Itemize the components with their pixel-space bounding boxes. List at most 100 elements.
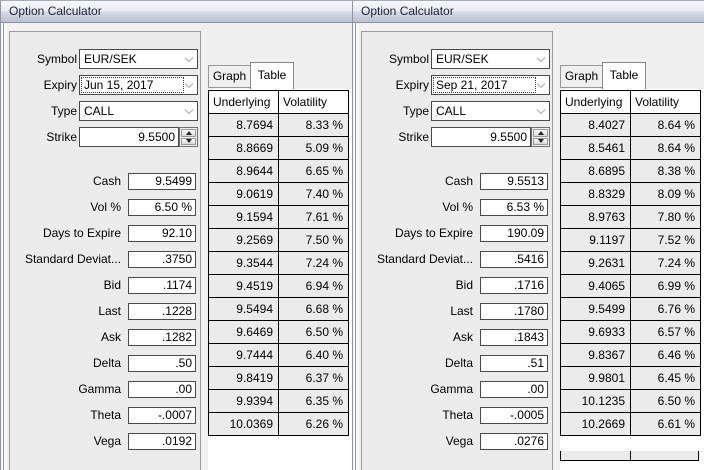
tab-table[interactable]: Table	[602, 62, 646, 89]
strike-input[interactable]: 9.5500	[431, 127, 531, 147]
underlying-cell: 9.2631	[560, 251, 631, 275]
field-input[interactable]: .1282	[128, 329, 196, 346]
splitter-handle[interactable]	[1, 23, 7, 470]
table-row[interactable]: 9.9801 6.45 %	[560, 366, 701, 390]
field-label: Gamma	[430, 382, 473, 396]
field-input[interactable]: .51	[480, 355, 548, 372]
table-row[interactable]: 10.0369 6.26 %	[208, 412, 349, 436]
tab-graph[interactable]: Graph	[560, 65, 603, 88]
symbol-dropdown[interactable]: EUR/SEK	[79, 49, 198, 69]
splitter-handle[interactable]	[353, 23, 359, 470]
table-row[interactable]: 9.5499 6.76 %	[560, 297, 701, 321]
table-row[interactable]: 9.1197 7.52 %	[560, 228, 701, 252]
volatility-cell: 6.40 %	[278, 343, 349, 367]
table-row[interactable]: 9.0619 7.40 %	[208, 182, 349, 206]
table-row[interactable]: 8.8669 5.09 %	[208, 136, 349, 160]
volatility-cell: 6.76 %	[630, 297, 701, 321]
table-row[interactable]: 8.7694 8.33 %	[208, 113, 349, 137]
symbol-dropdown[interactable]: EUR/SEK	[431, 49, 550, 69]
field-input[interactable]: .1716	[480, 277, 548, 294]
field-row: Cash 9.5499	[10, 173, 200, 190]
field-input[interactable]: 190.09	[480, 225, 548, 242]
volatility-cell: 6.45 %	[630, 366, 701, 390]
table-row[interactable]: 8.6895 8.38 %	[560, 159, 701, 183]
table-row[interactable]: 9.6469 6.50 %	[208, 320, 349, 344]
field-row: Vol % 6.53 %	[362, 199, 552, 216]
table-row[interactable]: 9.7444 6.40 %	[208, 343, 349, 367]
field-input[interactable]: .00	[128, 381, 196, 398]
field-input[interactable]: -.0005	[480, 407, 548, 424]
field-input[interactable]: .1780	[480, 303, 548, 320]
strike-input[interactable]: 9.5500	[79, 127, 179, 147]
field-row: Standard Deviat... .5416	[362, 251, 552, 268]
table-row[interactable]: 9.6933 6.57 %	[560, 320, 701, 344]
expiry-dropdown[interactable]: Jun 15, 2017	[79, 75, 198, 95]
type-dropdown[interactable]: CALL	[431, 101, 550, 121]
field-input[interactable]: -.0007	[128, 407, 196, 424]
field-input[interactable]: 92.10	[128, 225, 196, 242]
field-input[interactable]: .50	[128, 355, 196, 372]
volatility-cell: 6.37 %	[278, 366, 349, 390]
strike-spinner	[531, 127, 550, 147]
column-header-volatility[interactable]: Volatility	[630, 90, 701, 114]
field-label: Standard Deviat...	[24, 252, 121, 266]
field-input[interactable]: .5416	[480, 251, 548, 268]
chevron-down-icon	[536, 79, 546, 89]
volatility-cell: 7.80 %	[630, 205, 701, 229]
tab-table[interactable]: Table	[250, 62, 294, 89]
field-input[interactable]: 9.5513	[480, 173, 548, 190]
column-header-underlying[interactable]: Underlying	[208, 90, 279, 114]
field-row: Last .1228	[10, 303, 200, 320]
triangle-down-icon	[185, 139, 192, 144]
field-input[interactable]: .1843	[480, 329, 548, 346]
table-row[interactable]: 9.5494 6.68 %	[208, 297, 349, 321]
table-row[interactable]: 9.8367 6.46 %	[560, 343, 701, 367]
table-row[interactable]: 9.8419 6.37 %	[208, 366, 349, 390]
table-row[interactable]: 8.8329 8.09 %	[560, 182, 701, 206]
field-input[interactable]: 6.53 %	[480, 199, 548, 216]
underlying-cell: 8.5461	[560, 136, 631, 160]
spin-down-button[interactable]	[181, 137, 196, 145]
table-row[interactable]: 9.2631 7.24 %	[560, 251, 701, 275]
table-row[interactable]: 9.4519 6.94 %	[208, 274, 349, 298]
field-input[interactable]: 9.5499	[128, 173, 196, 190]
symbol-label: Symbol	[388, 52, 429, 66]
symbol-row: Symbol EUR/SEK	[10, 49, 200, 69]
type-dropdown[interactable]: CALL	[79, 101, 198, 121]
volatility-cell: 7.40 %	[278, 182, 349, 206]
table-row[interactable]: 10.2669 6.61 %	[560, 412, 701, 436]
column-header-volatility[interactable]: Volatility	[278, 90, 349, 114]
field-input[interactable]: .0192	[128, 433, 196, 450]
table-row[interactable]: 10.1235 6.50 %	[560, 389, 701, 413]
field-input[interactable]: .3750	[128, 251, 196, 268]
table-row[interactable]: 9.2569 7.50 %	[208, 228, 349, 252]
window-titlebar[interactable]: Option Calculator	[353, 1, 704, 23]
field-input[interactable]: .1228	[128, 303, 196, 320]
field-input[interactable]: .1174	[128, 277, 196, 294]
option-calculator-window-2: Option Calculator Symbol EUR/SEK Expiry …	[352, 0, 704, 470]
tab-graph[interactable]: Graph	[208, 65, 251, 88]
triangle-up-icon	[537, 130, 544, 135]
field-label: Vol %	[442, 200, 473, 214]
spin-up-button[interactable]	[181, 129, 196, 137]
table-row[interactable]: 8.4027 8.64 %	[560, 113, 701, 137]
field-input[interactable]: 6.50 %	[128, 199, 196, 216]
table-row[interactable]: 8.9644 6.65 %	[208, 159, 349, 183]
field-input[interactable]: .00	[480, 381, 548, 398]
field-input[interactable]: .0276	[480, 433, 548, 450]
table-row[interactable]: 8.5461 8.64 %	[560, 136, 701, 160]
column-header-underlying[interactable]: Underlying	[560, 90, 631, 114]
spin-up-button[interactable]	[533, 129, 548, 137]
spin-down-button[interactable]	[533, 137, 548, 145]
table-row[interactable]: 9.1594 7.61 %	[208, 205, 349, 229]
table-row[interactable]: 9.4065 6.99 %	[560, 274, 701, 298]
table-row[interactable]: 9.3544 7.24 %	[208, 251, 349, 275]
expiry-dropdown[interactable]: Sep 21, 2017	[431, 75, 550, 95]
volatility-cell: 6.46 %	[630, 343, 701, 367]
underlying-cell: 9.4519	[208, 274, 279, 298]
table-row[interactable]: 9.9394 6.35 %	[208, 389, 349, 413]
expiry-value: Jun 15, 2017	[84, 78, 154, 92]
table-row[interactable]: 8.9763 7.80 %	[560, 205, 701, 229]
window-titlebar[interactable]: Option Calculator	[1, 1, 352, 23]
chevron-down-icon	[184, 79, 194, 89]
